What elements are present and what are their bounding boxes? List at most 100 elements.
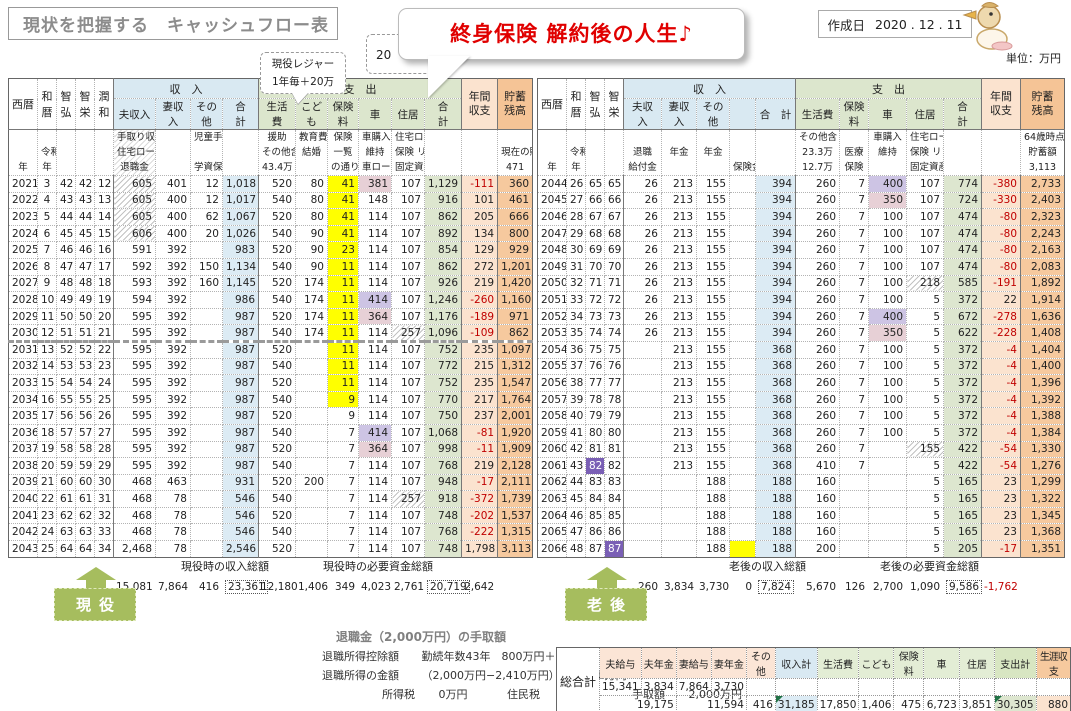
year-cell[interactable]: 2023 bbox=[8, 208, 38, 226]
cell[interactable] bbox=[190, 506, 223, 525]
cell[interactable]: -330 bbox=[981, 191, 1021, 210]
cell[interactable]: 1,299 bbox=[1020, 473, 1065, 492]
cell[interactable]: 31 bbox=[566, 257, 586, 276]
cell[interactable]: 463 bbox=[155, 473, 191, 492]
cell[interactable]: 7 bbox=[327, 490, 359, 508]
subheader-cell[interactable]: 令和年 bbox=[37, 129, 57, 176]
cell[interactable]: 520 bbox=[258, 374, 296, 392]
cell[interactable]: 82 bbox=[585, 457, 605, 475]
cell[interactable]: 987 bbox=[222, 390, 259, 409]
cell[interactable]: 30 bbox=[94, 473, 114, 492]
cell[interactable]: 260 bbox=[795, 407, 840, 425]
cell[interactable]: 78 bbox=[155, 490, 191, 508]
cell[interactable]: 59 bbox=[56, 457, 76, 475]
cell[interactable]: 22 bbox=[981, 291, 1021, 309]
cell[interactable]: 800 bbox=[497, 224, 534, 243]
cell[interactable] bbox=[893, 678, 925, 696]
cell[interactable]: 5 bbox=[906, 506, 944, 525]
cell[interactable]: -260 bbox=[461, 291, 499, 309]
cell[interactable]: 7 bbox=[839, 440, 869, 459]
cell[interactable]: 64 bbox=[75, 540, 95, 558]
column-header[interactable]: 妻収入 bbox=[155, 98, 191, 130]
cell[interactable]: 2,733 bbox=[1020, 175, 1065, 193]
year-cell[interactable]: 2050 bbox=[537, 274, 567, 293]
cell[interactable]: 66 bbox=[585, 191, 605, 210]
cell[interactable]: 350 bbox=[868, 191, 907, 210]
subheader-cell[interactable]: 退職 給付金 bbox=[623, 129, 662, 176]
cell[interactable]: 155 bbox=[696, 274, 730, 293]
cell[interactable]: 13 bbox=[94, 191, 114, 210]
cell[interactable] bbox=[745, 678, 776, 696]
cell[interactable]: 520 bbox=[258, 473, 296, 492]
cell[interactable] bbox=[623, 523, 662, 542]
subheader-cell[interactable]: 年 bbox=[8, 129, 38, 176]
cell[interactable]: 392 bbox=[155, 440, 191, 459]
cell[interactable]: 100 bbox=[868, 224, 907, 243]
cell[interactable]: 41 bbox=[566, 423, 586, 442]
cell[interactable]: 27 bbox=[94, 423, 114, 442]
cell[interactable]: 150 bbox=[190, 257, 223, 276]
cell[interactable]: 7 bbox=[327, 457, 359, 475]
cell[interactable]: 67 bbox=[604, 208, 624, 226]
cell[interactable]: 23 bbox=[981, 523, 1021, 542]
cell[interactable]: 53 bbox=[56, 357, 76, 376]
summary-value[interactable]: 2,700 bbox=[872, 581, 903, 594]
cell[interactable] bbox=[295, 423, 328, 442]
cell[interactable]: 5 bbox=[906, 490, 944, 508]
cell[interactable]: 235 bbox=[461, 374, 499, 392]
cell[interactable]: 49 bbox=[56, 291, 76, 309]
subheader-cell[interactable]: 車購入維持車ローン bbox=[358, 129, 392, 176]
subheader-cell[interactable] bbox=[56, 129, 76, 176]
cell[interactable]: 114 bbox=[358, 208, 392, 226]
cell[interactable]: 165 bbox=[943, 473, 982, 492]
cell[interactable]: 155 bbox=[696, 423, 730, 442]
cell[interactable] bbox=[729, 473, 756, 492]
cell[interactable]: 155 bbox=[696, 257, 730, 276]
cell[interactable]: 260 bbox=[795, 191, 840, 210]
cell[interactable]: 62 bbox=[190, 208, 223, 226]
cell[interactable]: 20 bbox=[190, 224, 223, 243]
cell[interactable] bbox=[661, 490, 697, 508]
cell[interactable]: 1,330 bbox=[1020, 440, 1065, 459]
cell[interactable]: 1,129 bbox=[423, 175, 463, 193]
cell[interactable]: 51 bbox=[75, 324, 95, 342]
cell[interactable]: 5 bbox=[906, 291, 944, 309]
year-cell[interactable]: 2035 bbox=[8, 407, 38, 425]
cell[interactable]: 45 bbox=[75, 224, 95, 243]
cell[interactable]: 520 bbox=[258, 440, 296, 459]
cell[interactable]: 595 bbox=[113, 440, 156, 459]
cell[interactable]: 724 bbox=[943, 191, 982, 210]
cell[interactable]: 474 bbox=[943, 241, 982, 259]
cell[interactable]: 188 bbox=[696, 540, 730, 558]
cell[interactable]: -380 bbox=[981, 175, 1021, 193]
cell[interactable]: 987 bbox=[222, 407, 259, 425]
cell[interactable]: 400 bbox=[868, 307, 907, 326]
cell[interactable]: 78 bbox=[155, 540, 191, 558]
summary-value[interactable]: 12,180 bbox=[261, 581, 298, 594]
cell[interactable]: 26 bbox=[623, 241, 662, 259]
cell[interactable]: 7 bbox=[327, 440, 359, 459]
cell[interactable]: 213 bbox=[661, 175, 697, 193]
cell[interactable]: 540 bbox=[258, 423, 296, 442]
cell[interactable]: 3 bbox=[37, 175, 57, 193]
cell[interactable]: 188 bbox=[755, 490, 796, 508]
cell[interactable]: 155 bbox=[906, 440, 944, 459]
cell[interactable]: 13 bbox=[37, 339, 57, 359]
cell[interactable] bbox=[295, 457, 328, 475]
column-header[interactable]: 住居 bbox=[391, 98, 425, 130]
cell[interactable]: 155 bbox=[696, 457, 730, 475]
summary-value[interactable]: 7,824 bbox=[755, 574, 795, 601]
cell[interactable]: 372 bbox=[943, 407, 982, 425]
cell[interactable]: 2,468 bbox=[113, 540, 156, 558]
cell[interactable]: 672 bbox=[943, 307, 982, 326]
cell[interactable]: 474 bbox=[943, 257, 982, 276]
column-header[interactable]: 妻収入 bbox=[661, 98, 697, 130]
cell[interactable]: 100 bbox=[868, 257, 907, 276]
cell[interactable]: 364 bbox=[358, 307, 392, 326]
cell[interactable]: 21 bbox=[37, 473, 57, 492]
cell[interactable]: 1,400 bbox=[1020, 357, 1065, 376]
headline-callout[interactable]: 終身保険 解約後の人生♪ bbox=[398, 8, 745, 60]
cell[interactable]: 364 bbox=[358, 440, 392, 459]
cell[interactable]: 26 bbox=[623, 224, 662, 243]
cell[interactable]: 260 bbox=[795, 357, 840, 376]
